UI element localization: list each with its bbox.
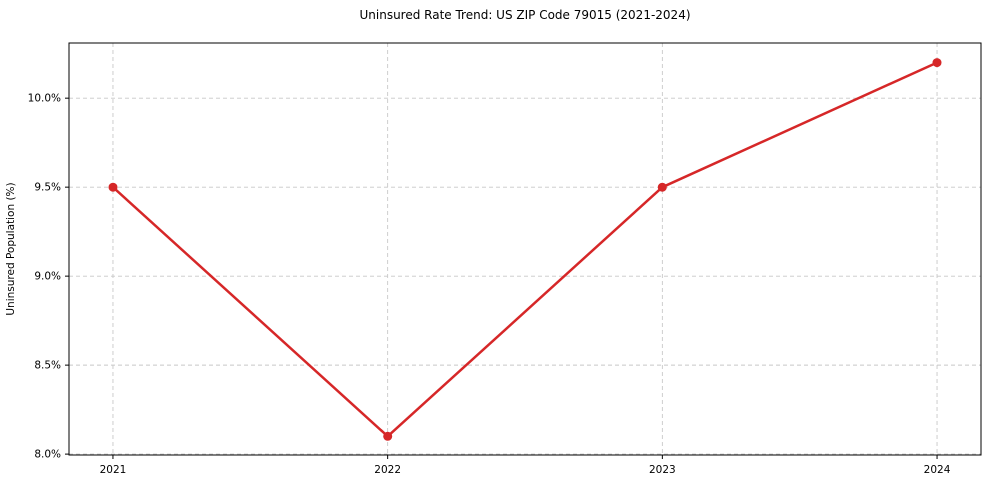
y-axis-label: Uninsured Population (%) <box>5 182 17 315</box>
x-tick-label: 2023 <box>649 464 676 476</box>
data-point-marker <box>108 182 118 192</box>
y-tick-label: 8.5% <box>34 360 61 372</box>
y-tick-label: 10.0% <box>28 93 61 105</box>
y-tick-label: 9.0% <box>34 271 61 283</box>
y-tick-label: 9.5% <box>34 182 61 194</box>
data-point-marker <box>932 58 942 68</box>
plot-frame <box>68 42 982 456</box>
y-tick-label: 8.0% <box>34 449 61 461</box>
tick-labels: 2021 2022 2023 2024 8.0% 8.5% 9.0% 9.5% 10.0% <box>28 93 951 476</box>
data-series <box>108 58 942 441</box>
x-tick-label: 2021 <box>100 464 127 476</box>
chart-title: Uninsured Rate Trend: US ZIP Code 79015 … <box>359 8 690 22</box>
plot-border <box>68 42 982 456</box>
data-point-marker <box>657 182 667 192</box>
gridlines <box>69 43 981 455</box>
x-tick-label: 2024 <box>924 464 951 476</box>
axis-ticks <box>65 97 938 459</box>
data-point-marker <box>383 431 393 441</box>
x-tick-label: 2022 <box>374 464 401 476</box>
trend-line <box>111 61 939 438</box>
